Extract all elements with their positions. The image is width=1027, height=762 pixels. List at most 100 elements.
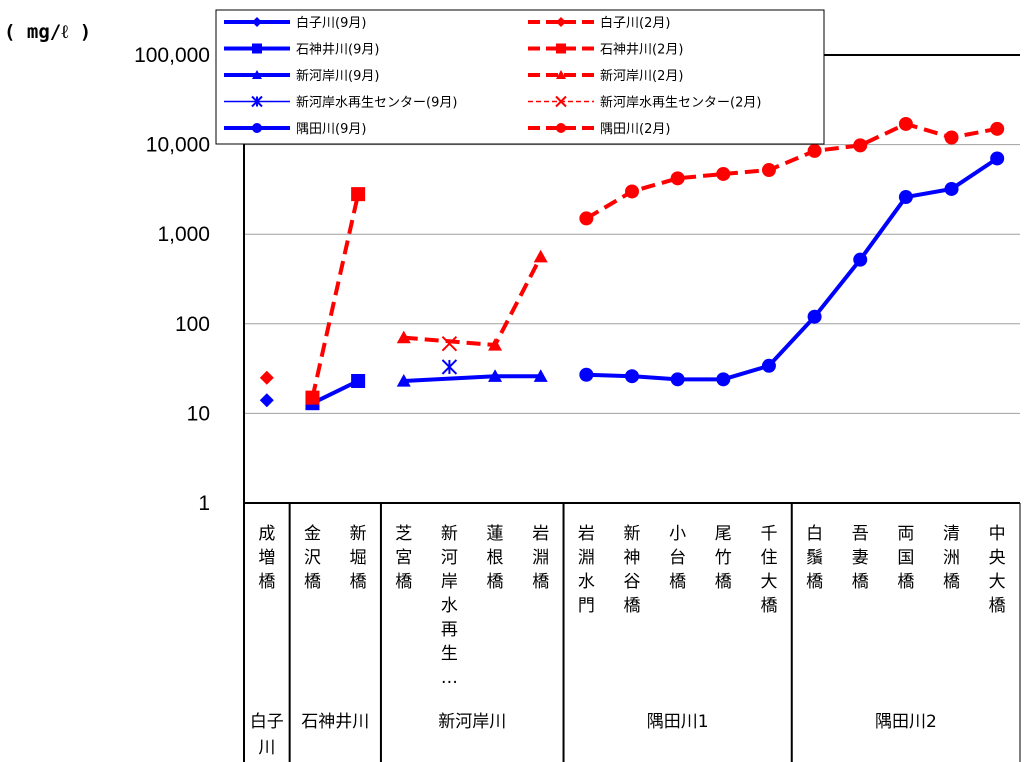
y-tick-label: 10 xyxy=(187,402,210,425)
legend-label: 隅田川(9月) xyxy=(296,122,366,137)
data-point xyxy=(351,187,366,202)
series xyxy=(396,249,548,351)
category-label: 尾竹橋 xyxy=(715,524,732,592)
category-label: 金沢橋 xyxy=(304,524,321,592)
data-point xyxy=(441,359,458,375)
category-label: 新神谷橋 xyxy=(624,524,641,616)
legend-entry: 新河岸川(9月) xyxy=(224,68,379,84)
series xyxy=(579,151,1005,387)
data-point xyxy=(533,369,548,382)
data-point xyxy=(351,373,366,388)
legend-label: 新河岸水再生センター(2月) xyxy=(600,95,761,111)
group-label: 隅田川2 xyxy=(875,712,937,732)
category-label: 新堀橋 xyxy=(350,524,367,592)
data-point xyxy=(625,369,639,384)
category-label: 両国橋 xyxy=(897,524,914,592)
legend-label: 石神井川(9月) xyxy=(296,43,379,58)
legend-label: 隅田川(2月) xyxy=(600,122,670,137)
data-point xyxy=(305,390,320,405)
series xyxy=(259,393,274,408)
legend-label: 新河岸川(9月) xyxy=(296,68,379,84)
legend-box xyxy=(215,9,825,145)
data-point xyxy=(396,373,411,387)
data-point xyxy=(252,43,262,54)
data-point xyxy=(251,95,263,108)
data-point xyxy=(441,335,458,352)
data-point xyxy=(555,95,567,108)
data-point xyxy=(625,184,639,199)
legend-entry: 隅田川(9月) xyxy=(224,122,366,137)
data-point xyxy=(990,121,1005,136)
data-point xyxy=(556,43,566,54)
data-point xyxy=(853,138,868,153)
data-point xyxy=(944,181,959,196)
category-label: 白鬚橋 xyxy=(806,524,823,592)
series-line xyxy=(403,374,541,383)
category-label: 中央大橋 xyxy=(989,524,1006,616)
group-label: 白子川 xyxy=(250,712,284,758)
series-line xyxy=(403,255,543,348)
legend-label: 新河岸水再生センター(9月) xyxy=(296,95,457,111)
data-point xyxy=(396,330,411,344)
data-point xyxy=(259,370,274,385)
legend-label: 新河岸川(2月) xyxy=(600,68,683,84)
data-point xyxy=(807,309,822,324)
category-label: 清洲橋 xyxy=(943,524,960,592)
series xyxy=(259,370,274,385)
group-label: 新河岸川 xyxy=(438,712,506,732)
category-label: 新河岸水再生… xyxy=(441,524,458,688)
legend-entry: 新河岸川(2月) xyxy=(528,68,683,84)
data-point xyxy=(807,143,822,158)
data-point xyxy=(761,358,776,373)
data-point xyxy=(898,190,913,205)
data-point xyxy=(488,337,503,351)
y-tick-label: 100,000 xyxy=(134,44,210,67)
legend-entry: 白子川(2月) xyxy=(528,15,670,31)
category-label: 蓮根橋 xyxy=(487,524,504,592)
data-point xyxy=(944,130,959,145)
legend-entry: 隅田川(2月) xyxy=(528,122,670,137)
data-point xyxy=(579,367,594,382)
legend-label: 白子川(9月) xyxy=(296,15,366,31)
data-point xyxy=(556,70,566,79)
series xyxy=(441,335,458,352)
data-point xyxy=(670,171,685,186)
data-point xyxy=(556,123,566,133)
x-marker-stroke xyxy=(555,95,567,108)
y-tick-label: 100 xyxy=(175,313,210,336)
data-point xyxy=(990,151,1005,166)
legend-entry: 白子川(9月) xyxy=(224,15,366,31)
data-point xyxy=(716,166,731,181)
data-point xyxy=(898,116,913,131)
data-point xyxy=(716,372,731,387)
legend-entry: 石神井川(2月) xyxy=(528,43,683,58)
legend-entry: 新河岸水再生センター(9月) xyxy=(224,95,457,111)
y-tick-label: 1,000 xyxy=(157,223,210,246)
data-point xyxy=(533,249,548,263)
category-label: 吾妻橋 xyxy=(852,524,869,592)
data-point xyxy=(252,70,262,79)
y-tick-label: 10,000 xyxy=(146,134,210,157)
series-line xyxy=(310,193,361,399)
group-label: 石神井川 xyxy=(301,712,369,732)
series xyxy=(579,116,1005,226)
series xyxy=(441,359,458,375)
category-label: 芝宮橋 xyxy=(395,524,412,592)
category-label: 成増橋 xyxy=(258,524,275,592)
data-point xyxy=(761,163,776,178)
series-line xyxy=(585,121,998,221)
data-point xyxy=(488,369,503,382)
series xyxy=(396,369,548,387)
data-point xyxy=(853,252,868,267)
legend-label: 白子川(2月) xyxy=(600,15,670,31)
legend-label: 石神井川(2月) xyxy=(600,43,683,58)
legend-entry: 石神井川(9月) xyxy=(224,43,379,58)
series-line xyxy=(586,156,999,382)
series-line xyxy=(311,379,359,405)
category-label: 小台橋 xyxy=(669,524,686,592)
category-label: 岩淵水門 xyxy=(578,524,595,616)
y-axis-ticks: 1 10 100 1,000 10,000 100,000 xyxy=(134,44,210,515)
series xyxy=(305,187,366,405)
